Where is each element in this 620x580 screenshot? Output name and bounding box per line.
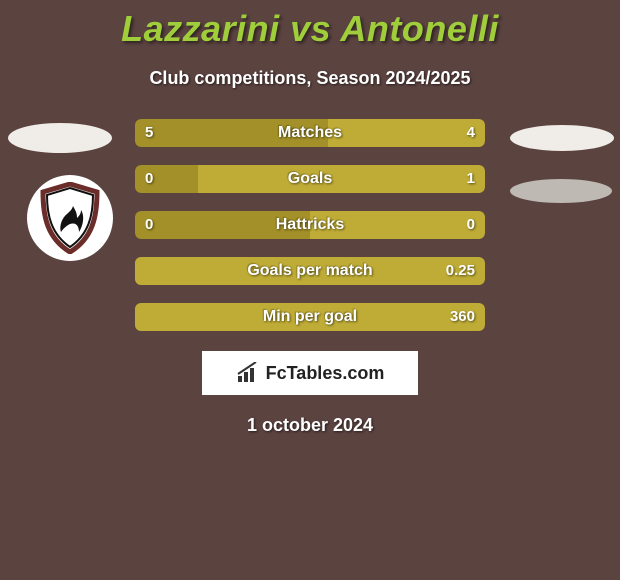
stat-row: Goals per match0.25 — [135, 257, 485, 285]
stat-value-right: 0.25 — [446, 257, 475, 285]
stat-label: Goals — [135, 165, 485, 193]
left-player-ellipse — [8, 123, 112, 153]
stat-label: Min per goal — [135, 303, 485, 331]
stat-label: Matches — [135, 119, 485, 147]
left-player-column — [0, 119, 120, 349]
right-player-column — [500, 119, 620, 349]
stat-value-right: 4 — [467, 119, 475, 147]
stat-value-left: 0 — [145, 165, 153, 193]
stat-value-right: 1 — [467, 165, 475, 193]
stat-row: Goals0 1 — [135, 165, 485, 193]
stat-value-left: 0 — [145, 211, 153, 239]
stat-row: Min per goal360 — [135, 303, 485, 331]
right-player-ellipse-bottom — [510, 179, 612, 203]
stat-row: Matches5 4 — [135, 119, 485, 147]
stat-label: Hattricks — [135, 211, 485, 239]
stat-value-left: 5 — [145, 119, 153, 147]
stat-value-right: 360 — [450, 303, 475, 331]
left-club-badge — [27, 175, 113, 261]
stat-label: Goals per match — [135, 257, 485, 285]
brand-label: FcTables.com — [266, 363, 385, 384]
shield-icon — [39, 182, 101, 254]
stat-bars: Matches54Goals01Hattricks00Goals per mat… — [135, 119, 485, 349]
date-caption: 1 october 2024 — [0, 415, 620, 436]
right-player-ellipse-top — [510, 125, 614, 151]
stat-row: Hattricks0 0 — [135, 211, 485, 239]
page-subtitle: Club competitions, Season 2024/2025 — [0, 68, 620, 89]
brand-box: FcTables.com — [202, 351, 418, 395]
bar-chart-icon — [236, 362, 260, 384]
stat-value-right: 0 — [467, 211, 475, 239]
comparison-chart: Matches54Goals01Hattricks00Goals per mat… — [0, 119, 620, 349]
page-title: Lazzarini vs Antonelli — [0, 0, 620, 50]
